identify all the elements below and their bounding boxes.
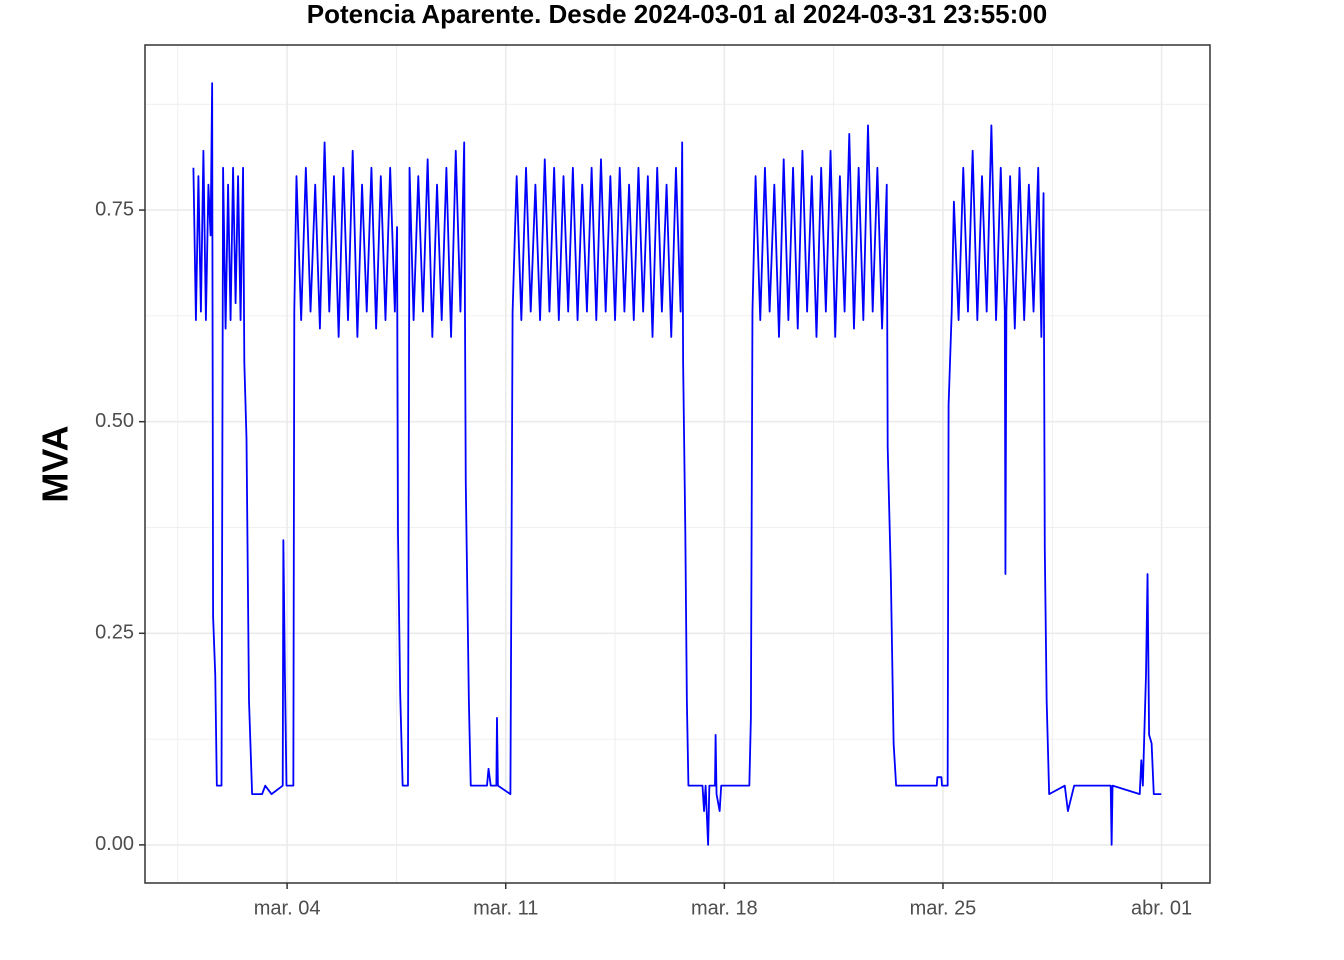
chart-title: Potencia Aparente. Desde 2024-03-01 al 2… [307, 0, 1047, 29]
panel-border [144, 44, 1211, 884]
y-tick-label: 0.50 [95, 410, 134, 432]
series-line [192, 82, 1162, 846]
x-tick-label: mar. 18 [691, 897, 758, 919]
x-tick-label: mar. 25 [910, 897, 977, 919]
x-tick-label: mar. 04 [254, 897, 321, 919]
y-tick-label: 0.00 [95, 833, 134, 855]
y-tick-label: 0.75 [95, 198, 134, 220]
x-tick-label: mar. 11 [473, 897, 538, 919]
y-axis-label: MVA [35, 425, 76, 502]
y-tick-label: 0.25 [95, 622, 134, 644]
x-tick-label: abr. 01 [1131, 897, 1192, 919]
